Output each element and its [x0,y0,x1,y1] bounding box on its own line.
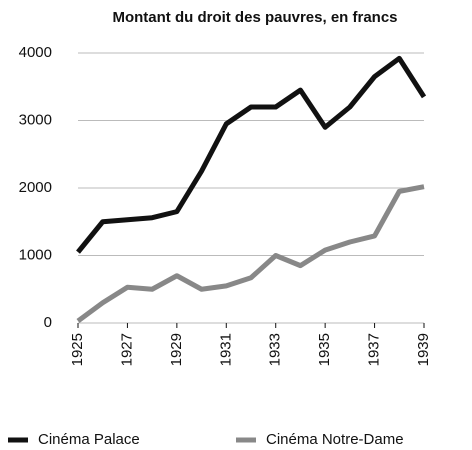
x-tick-label: 1927 [118,333,135,366]
x-tick-label: 1937 [366,333,383,366]
series-line [76,55,427,254]
y-tick-label: 1000 [19,246,52,263]
chart-title: Montant du droit des pauvres, en francs [112,9,397,26]
x-tick-label: 1939 [415,333,432,366]
y-tick-label: 3000 [19,111,52,128]
y-tick-label: 0 [44,314,52,331]
x-tick-label: 1925 [69,333,86,366]
series-line [76,184,425,323]
x-tick-label: 1933 [267,333,284,366]
x-tick-label: 1931 [217,333,234,366]
legend-label: Cinéma Notre-Dame [266,431,404,448]
y-tick-label: 4000 [19,44,52,61]
y-tick-label: 2000 [19,179,52,196]
x-tick-label: 1935 [316,333,333,366]
x-tick-label: 1929 [168,333,185,366]
legend-label: Cinéma Palace [38,431,140,448]
